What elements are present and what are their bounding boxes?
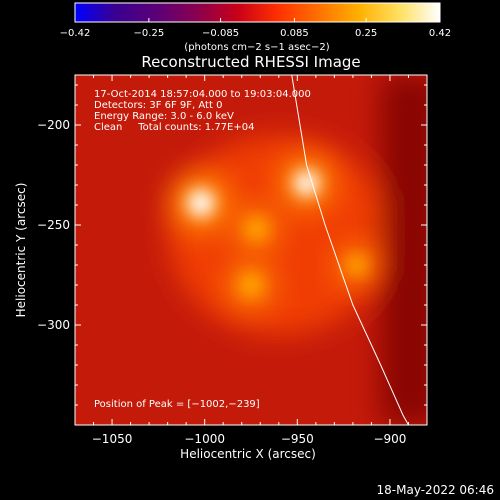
y-axis: −200 −250 −300 — [37, 84, 427, 406]
x-tick-label: −900 — [373, 432, 406, 446]
source-core — [186, 189, 215, 217]
colorbar-tick-label: 0.42 — [429, 28, 451, 39]
info-line-time: 17-Oct-2014 18:57:04.000 to 19:03:04.000 — [94, 89, 311, 100]
info-line-energy: Energy Range: 3.0 - 6.0 keV — [94, 111, 234, 122]
x-axis: −1050 −1000 −950 −900 — [92, 75, 428, 446]
plot-frame — [74, 74, 428, 426]
footer-timestamp: 18-May-2022 06:46 — [377, 483, 494, 497]
diffuse-emission — [168, 135, 389, 335]
heatmap-plot — [75, 75, 427, 425]
source-core — [293, 169, 320, 197]
info-line-clean: Clean Total counts: 1.77E+04 — [94, 122, 254, 133]
colorbar-tick-label: 0.085 — [280, 28, 309, 39]
y-tick-label: −200 — [37, 118, 70, 132]
colorbar-tick-label: −0.085 — [202, 28, 239, 39]
colorbar: −0.42 −0.25 −0.085 0.085 0.25 0.42 (photons c… — [60, 2, 451, 53]
colorbar-ticks: −0.42 −0.25 −0.085 0.085 0.25 0.42 — [60, 18, 451, 39]
solar-limb-line — [291, 75, 409, 425]
x-tick-label: −1050 — [92, 432, 133, 446]
off-limb-region — [380, 75, 427, 425]
colorbar-tick-label: 0.25 — [355, 28, 377, 39]
source-core — [246, 218, 267, 240]
y-axis-title: Heliocentric Y (arcsec) — [14, 183, 28, 318]
colorbar-tick-label: −0.42 — [60, 28, 91, 39]
heatmap-layers — [168, 75, 427, 425]
chart-title: Reconstructed RHESSI Image — [141, 53, 360, 71]
peak-position-text: Position of Peak = [−1002,−239] — [94, 399, 260, 410]
y-tick-label: −250 — [37, 218, 70, 232]
colorbar-units: (photons cm−2 s−1 asec−2) — [184, 42, 329, 53]
x-tick-label: −1000 — [184, 432, 225, 446]
info-block: 17-Oct-2014 18:57:04.000 to 19:03:04.000… — [94, 89, 311, 410]
y-tick-label: −300 — [37, 318, 70, 332]
colorbar-tick-label: −0.25 — [134, 28, 165, 39]
info-line-detectors: Detectors: 3F 6F 9F, Att 0 — [94, 100, 222, 111]
source-core — [347, 255, 366, 275]
x-tick-label: −950 — [281, 432, 314, 446]
colorbar-gradient — [74, 2, 441, 23]
source-core — [240, 274, 262, 296]
x-axis-title: Heliocentric X (arcsec) — [180, 447, 316, 461]
